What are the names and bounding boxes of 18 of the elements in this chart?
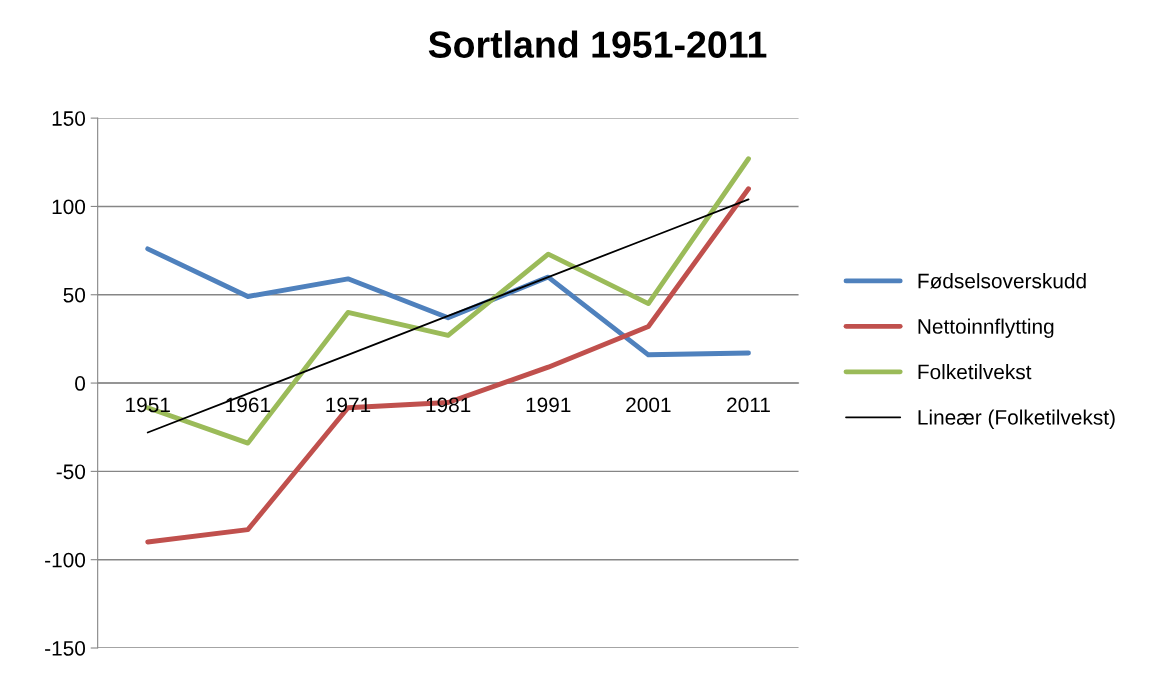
legend-label: Folketilvekst — [918, 364, 1032, 380]
y-tick-label: -150 — [45, 641, 86, 656]
y-tick-label: 50 — [63, 287, 86, 303]
legend-label: Fødselsoverskudd — [918, 273, 1086, 289]
x-tick-label: 1991 — [526, 397, 571, 413]
y-tick-label: -50 — [56, 464, 86, 480]
legend-label: Nettoinnflytting — [918, 318, 1054, 338]
legend-label: Lineær (Folketilvekst) — [918, 409, 1115, 429]
x-tick-label: 1961 — [226, 397, 271, 413]
x-tick-label: 1951 — [126, 397, 170, 413]
y-tick-label: 100 — [52, 199, 86, 215]
x-tick-label: 2001 — [626, 397, 671, 413]
x-tick-label: 2011 — [727, 397, 770, 413]
y-tick-label: -100 — [45, 552, 86, 568]
y-tick-label: 0 — [75, 376, 86, 391]
chart-title: Sortland 1951-2011 — [428, 30, 767, 58]
x-tick-label: 1971 — [326, 397, 371, 413]
y-tick-label: 150 — [52, 111, 86, 126]
